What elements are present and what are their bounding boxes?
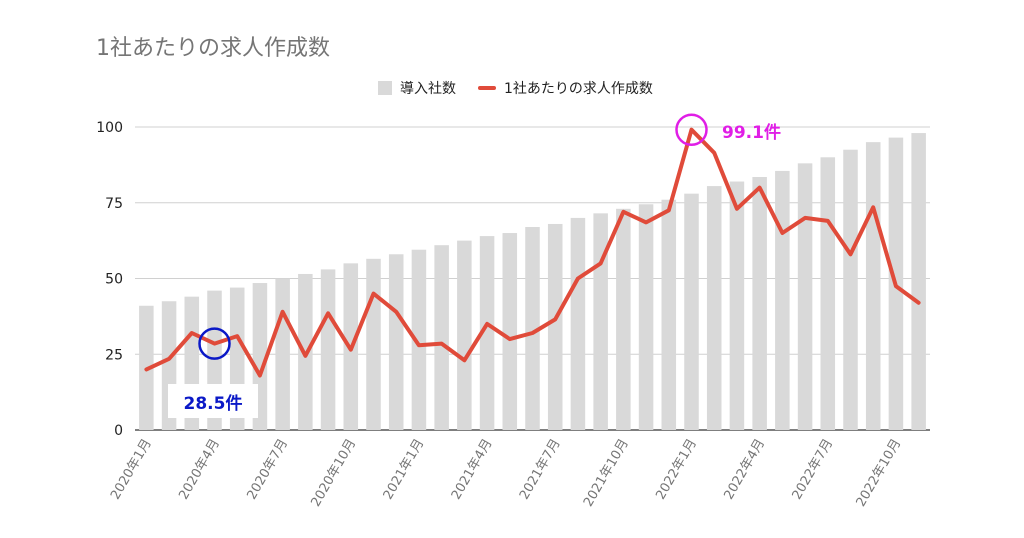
annotation-circle: [198, 327, 231, 360]
annotation-low-value: 28.5件: [168, 384, 258, 418]
x-tick-label: 2021年4月: [449, 436, 496, 502]
bar: [843, 149, 858, 430]
x-tick-label: 2021年1月: [381, 437, 428, 503]
bar: [547, 223, 563, 430]
bar: [797, 163, 813, 431]
bar: [820, 157, 836, 431]
x-tick-label: 2022年10月: [854, 437, 905, 510]
bar: [616, 208, 631, 430]
y-tick-label: 25: [105, 347, 123, 363]
x-tick-label: 2021年7月: [517, 437, 564, 503]
bar: [706, 186, 722, 430]
x-tick-label: 2020年7月: [244, 437, 291, 503]
y-tick-label: 50: [105, 272, 123, 288]
bar: [502, 233, 518, 430]
x-tick-label: 2022年4月: [721, 437, 768, 503]
line-series: [144, 127, 921, 378]
legend-swatch-bar: [378, 81, 392, 95]
x-tick-label: 2020年10月: [308, 437, 359, 510]
y-tick-label: 0: [114, 423, 123, 439]
legend-item-jobs-per-company: 1社あたりの求人作成数: [478, 78, 653, 98]
bar: [752, 176, 767, 430]
x-tick-label: 2022年1月: [653, 437, 700, 503]
x-tick-label: 2020年1月: [108, 437, 155, 503]
bar: [320, 269, 336, 430]
bar: [275, 278, 290, 430]
bar: [865, 142, 881, 430]
legend-label-companies: 導入社数: [400, 81, 456, 97]
annotation-circle: [675, 113, 708, 146]
bar: [570, 217, 586, 430]
legend-label-jobs-per-company: 1社あたりの求人作成数: [504, 81, 653, 97]
y-tick-label: 100: [96, 120, 123, 136]
bar: [911, 133, 926, 430]
bar: [638, 204, 654, 430]
bar: [525, 226, 540, 430]
bar: [457, 240, 472, 430]
legend-item-companies: 導入社数: [378, 78, 456, 98]
chart-legend: 導入社数 1社あたりの求人作成数: [378, 78, 675, 98]
bar: [434, 245, 449, 430]
bar: [661, 199, 677, 430]
bar: [479, 236, 495, 430]
bar: [729, 181, 745, 430]
bar: [388, 254, 404, 430]
bar: [775, 170, 790, 430]
x-tick-label: 2020年4月: [176, 437, 223, 503]
bar: [593, 213, 608, 430]
chart-title: 1社あたりの求人作成数: [96, 36, 330, 61]
annotation-peak-value: 99.1件: [722, 123, 781, 143]
legend-swatch-line: [478, 86, 496, 90]
bar: [684, 193, 699, 430]
x-tick-label: 2022年7月: [790, 437, 837, 503]
y-tick-label: 75: [105, 196, 123, 212]
bar: [366, 258, 381, 430]
x-tick-label: 2021年10月: [581, 437, 632, 510]
bar: [411, 249, 427, 430]
